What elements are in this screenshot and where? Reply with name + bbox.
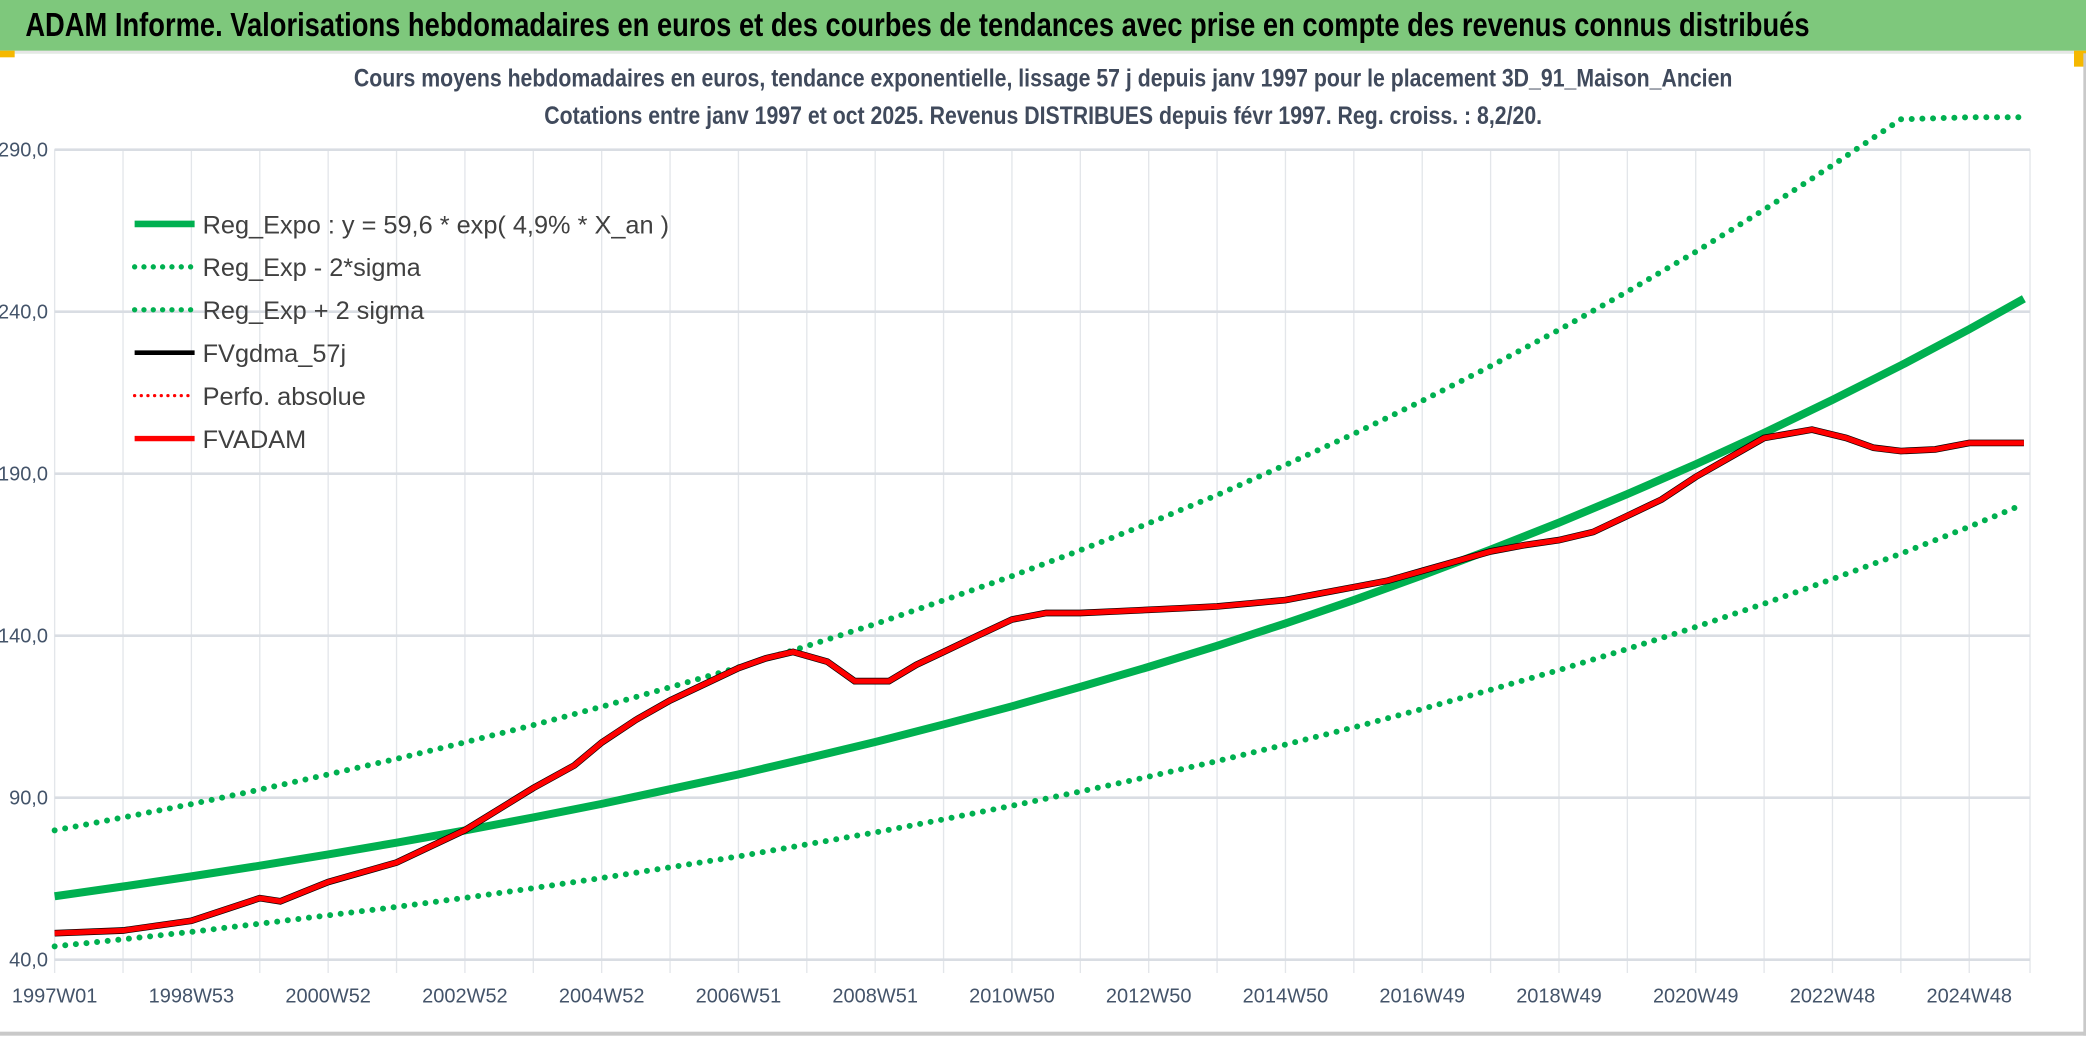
legend-label: FVADAM [203, 426, 307, 454]
series-fvgdma-57j [54, 426, 2024, 937]
y-tick-label: 140,0 [0, 625, 48, 647]
x-tick-label: 2000W52 [285, 985, 371, 1007]
y-tick-label: 190,0 [0, 463, 48, 485]
x-axis: 1997W01 1998W53 2000W52 2002W52 2004W52 2006W… [12, 985, 2012, 1007]
gridlines [53, 148, 2031, 974]
x-tick-label: 2010W50 [969, 985, 1055, 1007]
series-lines [51, 114, 2027, 950]
series-reg-expo [54, 295, 2026, 901]
legend-label: Reg_Exp - 2*sigma [203, 254, 422, 282]
x-tick-label: 2020W49 [1653, 985, 1739, 1007]
chart-frame [0, 53, 2086, 1036]
x-tick-label: 2024W48 [1926, 985, 2012, 1007]
header-bar: ADAM Informe. Valorisations hebdomadaire… [0, 0, 2086, 54]
report-title: ADAM Informe. Valorisations hebdomadaire… [25, 6, 1810, 44]
y-tick-label: 40,0 [9, 949, 48, 971]
legend-label: Perfo. absolue [203, 383, 366, 411]
chart-title-text: Cours moyens hebdomadaires en euros, ten… [353, 65, 1733, 94]
legend-label: Reg_Expo : y = 59,6 * exp( 4,9% * X_an ) [203, 211, 669, 239]
x-tick-label: 2004W52 [559, 985, 645, 1007]
chart-subtitle-text: Cotations entre janv 1997 et oct 2025. R… [544, 102, 1542, 131]
x-tick-label: 2006W51 [696, 985, 782, 1007]
legend-label: Reg_Exp + 2 sigma [203, 297, 426, 325]
selection-handle[interactable] [2074, 50, 2086, 67]
x-tick-label: 2018W49 [1516, 985, 1602, 1007]
y-axis: 40,0 90,0 140,0 190,0 240,0 290,0 [0, 139, 48, 971]
x-tick-label: 2002W52 [422, 985, 508, 1007]
y-tick-label: 90,0 [9, 787, 48, 809]
chart-title: Cours moyens hebdomadaires en euros, ten… [0, 65, 2086, 94]
x-tick-label: 2008W51 [832, 985, 918, 1007]
series-fvadam [54, 426, 2024, 936]
x-tick-label: 2016W49 [1379, 985, 1465, 1007]
chart-subtitle: Cotations entre janv 1997 et oct 2025. R… [0, 103, 2086, 132]
y-tick-label: 240,0 [0, 301, 48, 323]
selection-handle[interactable] [0, 50, 15, 58]
series-reg-exp-minus-2sigma [51, 501, 2027, 950]
legend-label: FVgdma_57j [203, 340, 347, 368]
x-tick-label: 1998W53 [149, 985, 235, 1007]
x-tick-label: 2022W48 [1790, 985, 1876, 1007]
y-tick-label: 290,0 [0, 139, 48, 161]
x-tick-label: 1997W01 [12, 985, 98, 1007]
legend[interactable]: Reg_Expo : y = 59,6 * exp( 4,9% * X_an )… [131, 211, 669, 454]
x-tick-label: 2014W50 [1243, 985, 1329, 1007]
x-tick-label: 2012W50 [1106, 985, 1192, 1007]
